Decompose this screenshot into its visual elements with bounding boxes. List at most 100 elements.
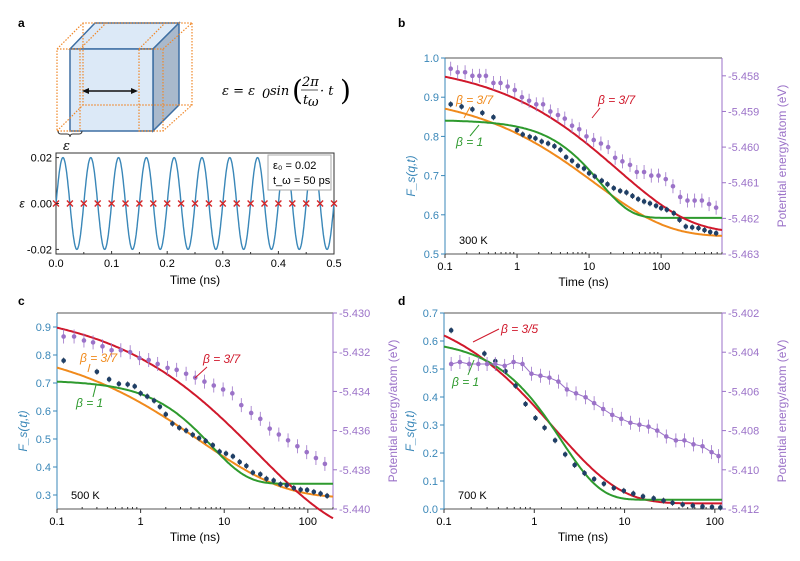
fs-data-point <box>718 505 723 510</box>
pe-data-point <box>202 379 207 384</box>
pe-data-point <box>484 361 490 367</box>
left-y-axis-label: F_s(q,t) <box>403 410 417 451</box>
arrow-head-left <box>82 88 89 94</box>
x-tick-label: 1 <box>138 516 144 528</box>
fs-data-point <box>271 478 276 483</box>
equation-tail: · t <box>320 84 334 99</box>
fs-data-point <box>106 377 112 382</box>
equation-den-sub: ω <box>308 95 319 110</box>
fs-data-point <box>653 203 659 209</box>
zero-strain-marker <box>108 200 116 207</box>
annotation-beta-green: β = 1 <box>75 396 103 410</box>
fs-data-point <box>592 174 598 179</box>
x-tick-label: 0.3 <box>215 258 230 270</box>
pe-data-point <box>248 410 254 416</box>
left-y-tick-label: 0.7 <box>423 308 438 320</box>
right-y-tick-label: -5.430 <box>339 308 370 320</box>
x-axis-label: Time (ns) <box>558 275 608 289</box>
zero-strain-marker <box>94 200 102 207</box>
fs-data-point <box>264 476 269 482</box>
x-axis-label: Time (ns) <box>558 530 608 544</box>
pe-data-point <box>146 357 152 363</box>
pe-data-point <box>716 453 721 459</box>
legend-box: ε₀ = 0.02 t_ω = 50 ps <box>267 154 332 191</box>
strain-dotted-outline <box>56 22 194 132</box>
zero-strain-marker <box>177 200 185 207</box>
pe-connecting-line <box>450 361 719 457</box>
pe-data-point <box>677 194 683 200</box>
annotation-arrow <box>591 107 601 119</box>
x-tick-label: 100 <box>706 516 724 528</box>
fs-data-point <box>61 358 66 363</box>
fs-data-point <box>503 368 508 374</box>
annotation-beta-red: β = 3/7 <box>202 352 242 366</box>
fs-data-point <box>527 134 533 140</box>
pe-data-point <box>90 340 96 345</box>
annotation-arrow <box>463 106 471 119</box>
pe-data-point <box>505 84 510 89</box>
fs-data-point <box>670 500 675 506</box>
fs-data-point <box>196 435 202 441</box>
fs-data-point <box>647 201 653 206</box>
panel-letter-c: c <box>18 294 25 308</box>
fs-data-point <box>203 438 208 444</box>
pe-data-point <box>555 112 561 118</box>
left-y-tick-label: 0.6 <box>424 210 439 222</box>
annotation-beta-green: β = 1 <box>451 375 479 389</box>
annotation-arrow <box>87 363 91 373</box>
fs-data-point <box>448 328 454 333</box>
y-tick-label: -0.02 <box>27 244 52 256</box>
fs-data-point <box>144 394 150 399</box>
strain-equation: ε = ε 0 sin ( 2π t ω · t ) <box>222 74 351 110</box>
right-y-axis-label: Potential energy/atom (eV) <box>775 85 789 228</box>
fs-data-point <box>689 225 695 230</box>
zero-strain-marker <box>149 200 157 207</box>
annotation-arrow <box>469 124 480 137</box>
left-y-axis-label: F_s(q,t) <box>16 410 30 451</box>
equation-numerator: 2π <box>301 75 319 90</box>
pe-data-point <box>100 344 105 349</box>
equation-denominator: t <box>303 93 309 108</box>
fs-data-point <box>709 504 715 510</box>
right-y-tick-label: -5.432 <box>339 347 370 359</box>
left-y-tick-label: 0.4 <box>36 462 51 474</box>
fs-data-point <box>217 449 222 454</box>
fs-data-point <box>552 438 558 443</box>
fs-data-point <box>163 412 169 417</box>
fs-data-point <box>630 193 635 199</box>
fs-data-point <box>713 230 719 236</box>
annotation-beta-orange: β = 3/7 <box>79 351 119 365</box>
right-y-tick-label: -5.462 <box>728 213 759 225</box>
temperature-label: 700 K <box>458 490 487 502</box>
fs-data-point <box>125 382 130 387</box>
left-y-tick-label: 1.0 <box>424 53 439 65</box>
zero-strain-marker <box>219 200 227 207</box>
x-tick-label: 0.1 <box>437 261 452 273</box>
left-y-axis-label: F_s(q,t) <box>404 155 418 196</box>
legend-tomega: t_ω = 50 ps <box>273 175 331 187</box>
annotation-arrow <box>92 384 97 398</box>
pe-data-point <box>569 123 575 129</box>
pe-data-point <box>641 169 647 175</box>
pe-data-point <box>118 347 124 353</box>
pe-data-point <box>648 173 654 178</box>
fs-data-point <box>545 141 551 146</box>
pe-data-point <box>673 438 679 443</box>
strain-brace <box>57 130 83 138</box>
pe-data-point <box>533 102 539 107</box>
fs-data-point <box>624 190 629 195</box>
pe-data-point <box>470 73 475 79</box>
chart-b-300k: 0.1 1 10 100 Time (ns) 0.5 0.6 0.7 0.8 0.9 1.0 F_s(… <box>404 53 789 289</box>
fs-data-point <box>621 488 627 494</box>
legend-eps0: ε₀ = 0.02 <box>273 160 316 172</box>
annotation-beta-orange: β = 3/7 <box>455 93 495 107</box>
pe-data-point <box>174 367 179 373</box>
x-tick-label: 10 <box>618 516 630 528</box>
pe-data-point <box>276 432 282 437</box>
pe-data-point <box>257 416 263 422</box>
pe-data-point <box>573 391 579 396</box>
fs-data-point <box>605 181 610 187</box>
fs-data-point <box>94 369 100 375</box>
x-tick-label: 0.1 <box>436 516 451 528</box>
